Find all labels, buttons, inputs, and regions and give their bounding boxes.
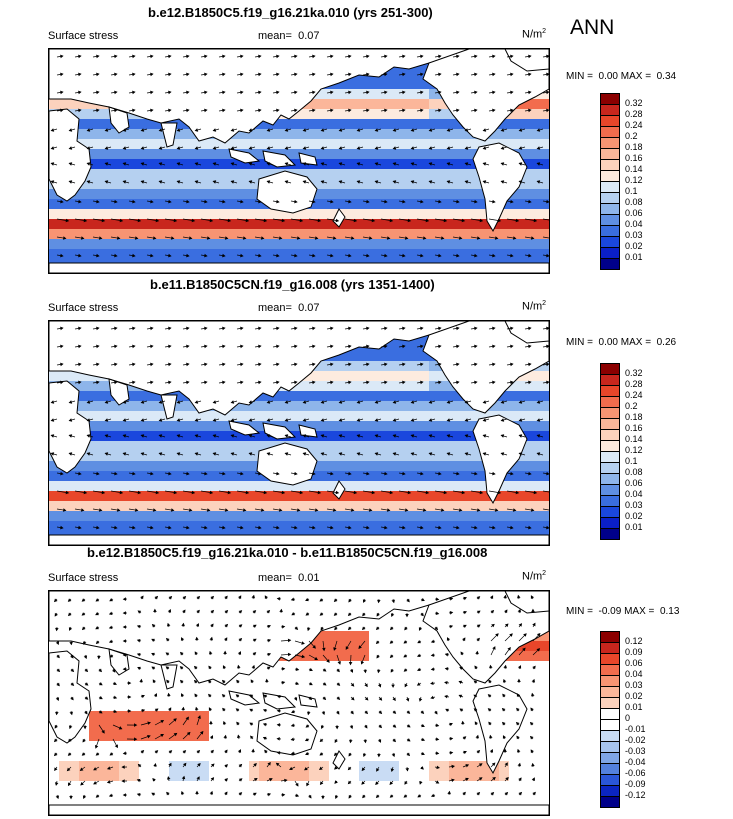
colorbar-label: 0.03 xyxy=(625,230,643,240)
colorbar-label: 0.16 xyxy=(625,153,643,163)
colorbar-label: 0.12 xyxy=(625,445,643,455)
panel3-colorbar: 0.12 0.09 0.06 0.04 0.03 0.02 0.01 0 -0.01 -0.02-… xyxy=(600,631,680,808)
panel3-units: N/m2 xyxy=(522,570,547,583)
panel3-title: b.e12.B1850C5.f19_g16.21ka.010 - b.e11.B… xyxy=(87,545,488,560)
colorbar-label: 0.03 xyxy=(625,500,643,510)
colorbar-label: 0.18 xyxy=(625,412,643,422)
colorbar-label: -0.09 xyxy=(625,779,646,789)
colorbar-label: 0.12 xyxy=(625,636,643,646)
panel2-colorbar: 0.32 0.28 0.24 0.2 0.18 0.16 0.14 0.12 0.1 0.08 0.… xyxy=(600,363,680,540)
panel3-minmax: MIN = -0.09 MAX = 0.13 xyxy=(566,606,680,617)
stress-vectors xyxy=(50,54,549,258)
colorbar-label: 0.08 xyxy=(625,467,643,477)
panel1-variable: Surface stress xyxy=(48,30,119,42)
panel2-map xyxy=(48,320,550,546)
colorbar-label: 0.01 xyxy=(625,252,643,262)
colorbar-label: 0.14 xyxy=(625,164,643,174)
annual-tag: ANN xyxy=(570,16,615,39)
panel2-units: N/m2 xyxy=(522,300,547,313)
colorbar-label: -0.01 xyxy=(625,724,646,734)
panel3-map xyxy=(48,590,550,816)
colorbar-label: 0.04 xyxy=(625,219,643,229)
land-mask xyxy=(49,321,549,545)
colorbar-label: 0.28 xyxy=(625,379,643,389)
panel2-mean: mean= 0.07 xyxy=(258,302,320,314)
panel2-title: b.e11.B1850C5CN.f19_g16.008 (yrs 1351-14… xyxy=(150,277,435,292)
colorbar-label: 0.06 xyxy=(625,478,643,488)
colorbar-label: 0.04 xyxy=(625,669,643,679)
stress-vectors xyxy=(50,326,549,530)
panel1-minmax: MIN = 0.00 MAX = 0.34 xyxy=(566,71,677,82)
colorbar-label: -0.06 xyxy=(625,768,646,778)
colorbar-label: 0.24 xyxy=(625,120,643,130)
colorbar-label: 0.01 xyxy=(625,702,643,712)
panel2-map-svg xyxy=(49,321,549,545)
colorbar-label: 0.01 xyxy=(625,522,643,532)
panel1-mean: mean= 0.07 xyxy=(258,30,320,42)
panel2-minmax: MIN = 0.00 MAX = 0.26 xyxy=(566,337,677,348)
panel3-mean: mean= 0.01 xyxy=(258,572,320,584)
colorbar-label: 0.1 xyxy=(625,456,638,466)
colorbar-label: -0.04 xyxy=(625,757,646,767)
colorbar-label: 0.2 xyxy=(625,401,638,411)
panel1-map xyxy=(48,48,550,274)
panel3-map-svg xyxy=(49,591,549,815)
panel2-variable: Surface stress xyxy=(48,302,119,314)
colorbar-label: 0.32 xyxy=(625,368,643,378)
colorbar-label: 0.24 xyxy=(625,390,643,400)
colorbar-swatch xyxy=(600,258,620,270)
colorbar-swatch xyxy=(600,796,620,808)
colorbar-label: 0.28 xyxy=(625,109,643,119)
colorbar-label: 0.12 xyxy=(625,175,643,185)
colorbar-label: 0.18 xyxy=(625,142,643,152)
colorbar-label: 0.06 xyxy=(625,208,643,218)
colorbar-label: 0.08 xyxy=(625,197,643,207)
colorbar-label: 0.2 xyxy=(625,131,638,141)
colorbar-swatch xyxy=(600,528,620,540)
colorbar-label: 0 xyxy=(625,713,631,723)
colorbar-label: 0.02 xyxy=(625,241,643,251)
panel1-units: N/m2 xyxy=(522,28,547,41)
colorbar-label: -0.03 xyxy=(625,746,646,756)
panel1-map-svg xyxy=(49,49,549,273)
land-mask xyxy=(49,49,549,273)
colorbar-label: -0.02 xyxy=(625,735,646,745)
colorbar-label: 0.32 xyxy=(625,98,643,108)
colorbar-label: 0.16 xyxy=(625,423,643,433)
panel1-title: b.e12.B1850C5.f19_g16.21ka.010 (yrs 251-… xyxy=(148,5,433,20)
colorbar-label: 0.14 xyxy=(625,434,643,444)
colorbar-label: 0.04 xyxy=(625,489,643,499)
stress-vectors xyxy=(53,594,541,800)
colorbar-label: 0.1 xyxy=(625,186,638,196)
panel3-variable: Surface stress xyxy=(48,572,119,584)
panel1-colorbar: 0.32 0.28 0.24 0.2 0.18 0.16 0.14 0.12 0.1 0.08 0.… xyxy=(600,93,680,270)
colorbar-label: 0.02 xyxy=(625,691,643,701)
colorbar-label: 0.06 xyxy=(625,658,643,668)
colorbar-label: 0.02 xyxy=(625,511,643,521)
colorbar-label: -0.12 xyxy=(625,790,646,800)
colorbar-label: 0.03 xyxy=(625,680,643,690)
colorbar-label: 0.09 xyxy=(625,647,643,657)
